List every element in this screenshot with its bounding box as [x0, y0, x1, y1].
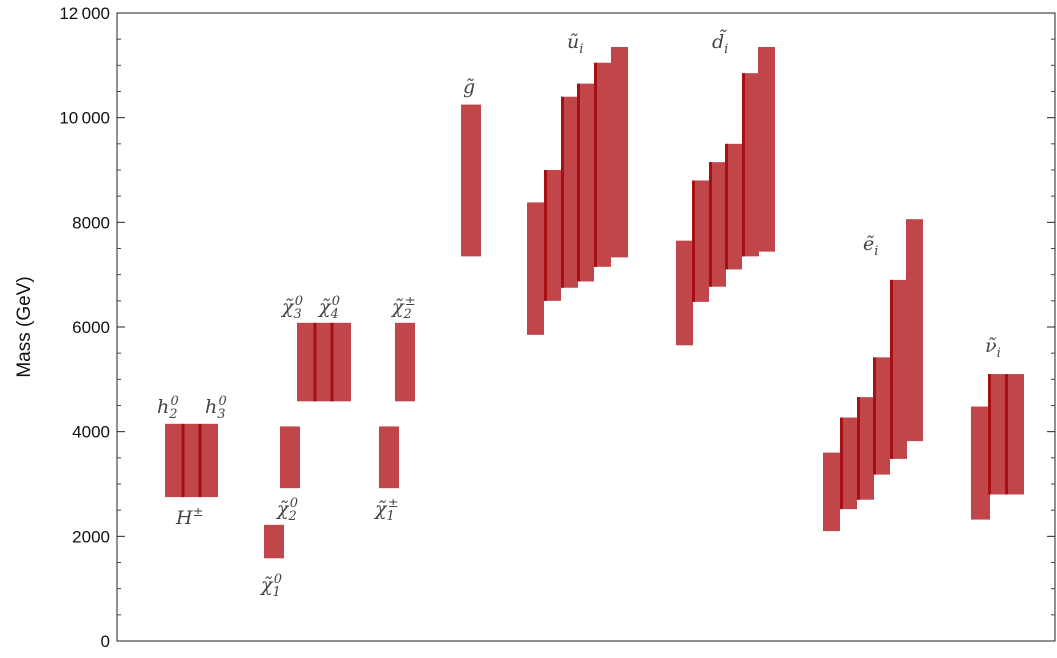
sneutrinos-bar-2: [1005, 374, 1024, 495]
label-chi2-pm: χ̃2±: [390, 294, 416, 322]
higgs-bar: [165, 423, 218, 498]
down-squarks-bar-3: [725, 143, 742, 270]
bars-layer: [165, 47, 1024, 559]
label-sneutrino: ν̃i: [985, 335, 1001, 361]
up-squarks-bar-2: [561, 96, 578, 288]
sleptons-bar-5: [906, 219, 923, 442]
y-tick-label-3: 6000: [72, 318, 110, 337]
label-h2-0: h20: [157, 394, 179, 422]
y-tick-label-1: 2000: [72, 527, 110, 546]
neutralino2-bar-0: [280, 426, 300, 489]
gluino-bar-0: [461, 104, 481, 257]
up-squarks-bar-0: [527, 202, 544, 335]
up-squarks-bar-3: [577, 83, 594, 282]
y-axis-title: Mass (GeV): [14, 276, 35, 377]
label-H-pm: H±: [175, 505, 203, 529]
sleptons-bar-4: [890, 279, 907, 459]
down-squarks-bar-2: [709, 162, 726, 287]
up-squarks-bar-4: [594, 62, 611, 267]
y-tick-label-6: 12 000: [59, 4, 110, 23]
label-chi1-pm: χ̃1±: [373, 496, 399, 524]
y-tick-label-2: 4000: [72, 423, 110, 442]
down-squarks-bar-5: [758, 47, 775, 252]
up-squarks-bar-1: [544, 170, 561, 301]
sleptons-bar-0: [823, 452, 840, 532]
chargino1-bar-0: [379, 426, 399, 489]
neutralino1-bar-0: [264, 524, 284, 559]
down-squarks-bar-1: [692, 180, 709, 302]
y-tick-label-4: 8000: [72, 213, 110, 232]
label-u-squark: ũi: [567, 31, 583, 57]
sleptons-bar-3: [873, 357, 890, 475]
sneutrinos-bar-1: [988, 374, 1007, 495]
sleptons-bar-2: [857, 397, 874, 500]
y-tick-label-5: 10 000: [59, 109, 110, 128]
label-chi4-0: χ̃40: [317, 294, 340, 322]
y-tick-label-0: 0: [101, 632, 110, 651]
down-squarks-bar-0: [676, 240, 693, 346]
label-gluino: g̃: [463, 76, 475, 98]
label-h3-0: h30: [205, 394, 227, 422]
label-chi3-0: χ̃30: [280, 294, 303, 322]
label-d-squark: d̃i: [712, 30, 728, 57]
label-chi1-0: χ̃10: [259, 572, 282, 600]
label-chi2-0: χ̃20: [275, 496, 298, 524]
sneutrinos-bar-0: [971, 406, 990, 520]
ticks-layer: 0 2000 4000 6000 8000 10 000 12 000: [59, 4, 1055, 651]
sleptons-bar-1: [840, 417, 857, 510]
labels-layer: h20 h30 H± χ̃10 χ̃20 χ̃30 χ̃40 χ̃1± χ̃2±…: [157, 30, 1001, 600]
down-squarks-bar-4: [742, 73, 759, 257]
label-e-slepton: ẽi: [863, 233, 878, 259]
chargino2-bar-0: [395, 322, 415, 402]
neutralino34-bar: [297, 322, 351, 402]
up-squarks-bar-5: [611, 47, 628, 258]
